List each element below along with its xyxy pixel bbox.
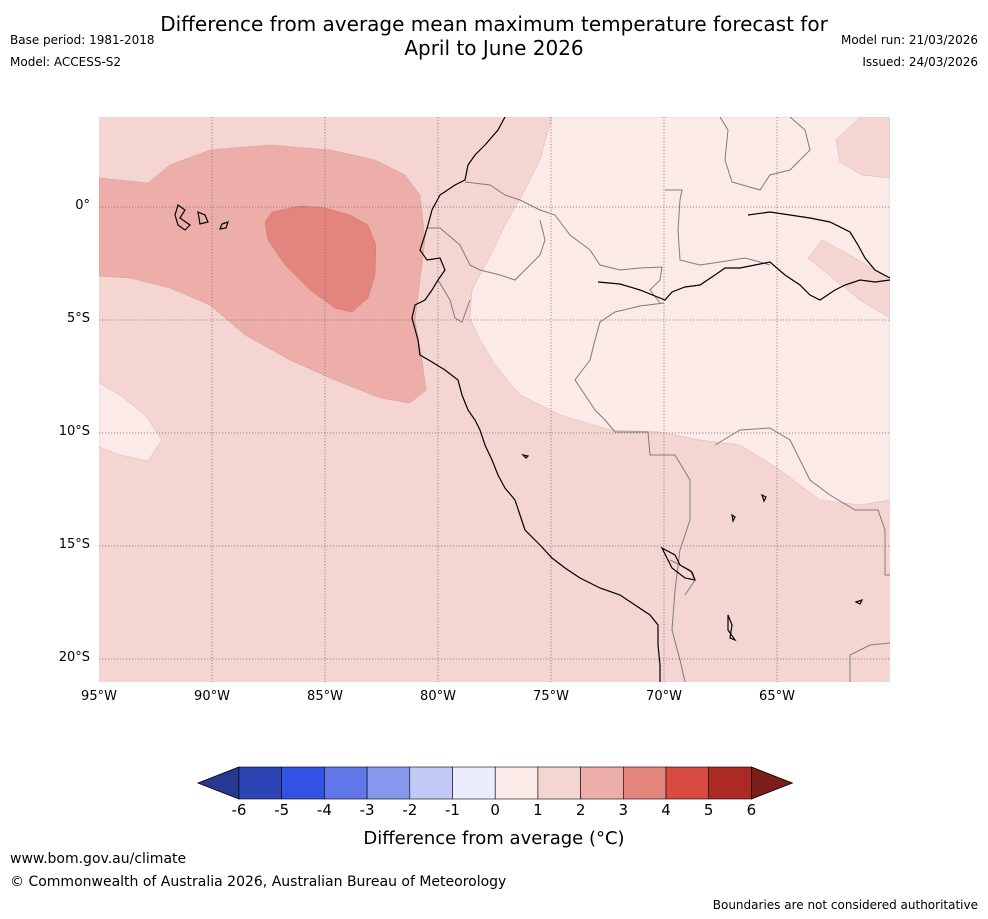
colorbar-tick-label: -3	[359, 801, 375, 819]
colorbar-tick-label: 5	[703, 801, 714, 819]
colorbar	[196, 766, 794, 800]
colorbar-tick-label: -4	[316, 801, 332, 819]
meta-left: Base period: 1981-2018 Model: ACCESS-S2	[10, 29, 155, 73]
model-run-label: Model run: 21/03/2026	[840, 33, 978, 47]
colorbar-tick-label: -6	[231, 801, 247, 819]
colorbar-segment	[665, 766, 710, 800]
issued-label: Issued: 24/03/2026	[862, 55, 978, 69]
lon-label-65w: 65°W	[759, 689, 795, 704]
footer-copyright: © Commonwealth of Australia 2026, Austra…	[10, 874, 507, 890]
footer-note: Boundaries are not considered authoritat…	[712, 898, 978, 912]
graticule	[99, 117, 890, 682]
lon-label-85w: 85°W	[307, 689, 343, 704]
colorbar-segment	[452, 766, 496, 800]
model-label: Model: ACCESS-S2	[10, 55, 122, 69]
lon-label-95w: 95°W	[81, 689, 117, 704]
colorbar-tick-label: 6	[746, 801, 757, 819]
colorbar-tick-label: -2	[402, 801, 418, 819]
footer-url[interactable]: www.bom.gov.au/climate	[10, 851, 187, 867]
lon-label-80w: 80°W	[420, 689, 456, 704]
colorbar-tick-label: -5	[274, 801, 290, 819]
coastlines	[174, 117, 890, 682]
colorbar-tick-label: 3	[618, 801, 629, 819]
colorbar-segment	[580, 766, 624, 800]
colorbar-segment	[324, 766, 368, 800]
colorbar-tick-label: 0	[490, 801, 500, 819]
lat-label-10s: 10°S	[58, 424, 90, 439]
colorbar-segment	[622, 766, 667, 800]
anomaly-zone-1-2-east	[807, 239, 890, 319]
colorbar-segment	[409, 766, 453, 800]
colorbar-segment	[238, 766, 283, 800]
lat-label-5s: 5°S	[66, 311, 90, 326]
colorbar-title: Difference from average (°C)	[363, 828, 625, 849]
colorbar-tick-label: 4	[661, 801, 671, 819]
lon-label-70w: 70°W	[646, 689, 682, 704]
colorbar-segment	[494, 766, 539, 800]
colorbar-extend-low	[196, 766, 240, 800]
anomaly-zone-0-1-west	[99, 382, 163, 462]
colorbar-segment	[281, 766, 325, 800]
colorbar-extend-high	[751, 766, 794, 800]
colorbar-tick-label: 2	[575, 801, 586, 819]
lat-label-0: 0°	[75, 198, 90, 213]
colorbar-segment	[366, 766, 411, 800]
colorbar-segment	[708, 766, 752, 800]
lon-label-75w: 75°W	[533, 689, 569, 704]
lat-label-20s: 20°S	[58, 650, 90, 665]
chart-title: Difference from average mean maximum tem…	[160, 12, 828, 60]
lat-label-15s: 15°S	[58, 537, 90, 552]
colorbar-tick-label: 1	[533, 801, 543, 819]
anomaly-zone-1-2-northeast	[835, 117, 890, 179]
meta-right: Model run: 21/03/2026 Issued: 24/03/2026	[841, 29, 978, 73]
lon-label-90w: 90°W	[194, 689, 230, 704]
colorbar-segment	[537, 766, 581, 800]
base-period-label: Base period: 1981-2018	[10, 33, 155, 47]
anomaly-zone-3-4	[264, 205, 377, 313]
colorbar-tick-label: -1	[445, 801, 460, 819]
